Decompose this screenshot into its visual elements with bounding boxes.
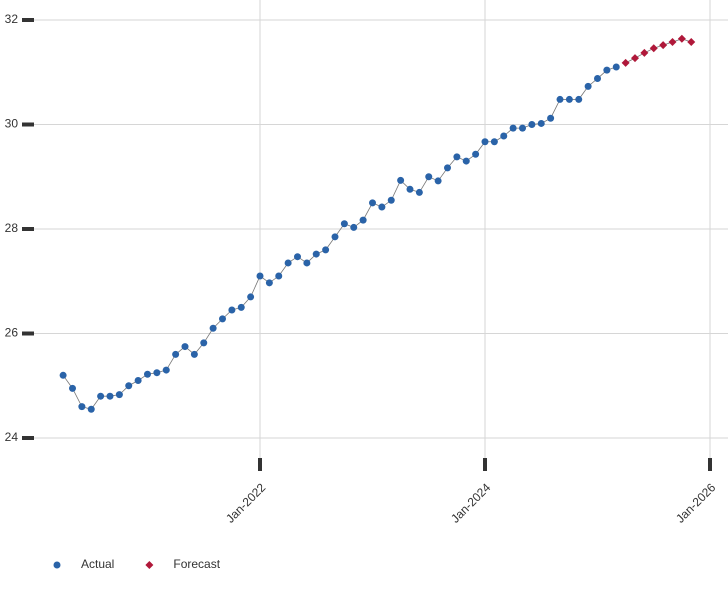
series-line xyxy=(62,66,617,410)
data-point xyxy=(594,75,601,83)
data-point xyxy=(134,377,142,385)
data-point xyxy=(640,48,649,57)
data-point xyxy=(97,392,105,400)
legend-label: Forecast xyxy=(173,557,220,571)
y-tick-label: 28 xyxy=(5,221,19,235)
data-point xyxy=(603,66,611,74)
data-point xyxy=(584,82,592,90)
data-point xyxy=(331,233,339,241)
data-point xyxy=(181,343,189,351)
data-point xyxy=(453,153,461,161)
data-point xyxy=(256,272,264,280)
x-tick-label: Jan-2022 xyxy=(223,480,269,526)
data-point xyxy=(621,58,630,67)
data-point xyxy=(687,37,696,46)
data-point xyxy=(59,371,67,379)
data-point xyxy=(565,95,573,103)
data-point xyxy=(668,37,677,46)
legend-item: Forecast xyxy=(145,557,221,571)
data-point xyxy=(612,63,620,71)
data-point xyxy=(500,132,508,140)
data-point xyxy=(162,366,170,374)
data-point xyxy=(219,315,226,323)
x-tick-label: Jan-2024 xyxy=(448,480,494,526)
data-point xyxy=(69,384,76,392)
data-point xyxy=(509,124,517,132)
data-point xyxy=(340,220,348,228)
data-point xyxy=(369,199,376,207)
data-point xyxy=(359,216,367,224)
data-point xyxy=(415,188,423,196)
data-point xyxy=(649,44,658,53)
data-point xyxy=(78,403,86,411)
y-tick-label: 26 xyxy=(5,326,19,340)
data-point xyxy=(312,250,320,258)
data-point xyxy=(322,246,330,254)
y-tick-label: 30 xyxy=(5,117,19,131)
data-point xyxy=(547,114,555,122)
legend-marker xyxy=(145,561,154,569)
data-point xyxy=(247,293,255,301)
legend-item: Actual xyxy=(53,557,114,571)
data-point xyxy=(115,391,123,399)
data-point xyxy=(528,121,536,128)
data-point xyxy=(153,369,161,377)
data-point xyxy=(490,138,498,146)
data-point xyxy=(406,185,414,193)
data-point xyxy=(275,272,283,280)
data-point xyxy=(378,203,386,211)
data-point xyxy=(144,370,151,378)
data-point xyxy=(190,350,198,358)
data-point xyxy=(575,95,583,103)
data-point xyxy=(472,150,480,158)
data-point xyxy=(200,339,208,347)
legend-marker xyxy=(53,561,61,569)
data-point xyxy=(237,303,245,311)
data-point xyxy=(209,324,217,332)
data-point xyxy=(303,259,311,267)
data-point xyxy=(556,95,564,103)
data-point xyxy=(462,157,470,165)
data-point xyxy=(659,41,668,50)
x-tick-label: Jan-2026 xyxy=(673,480,719,526)
data-point xyxy=(631,54,639,63)
data-point xyxy=(481,138,489,146)
data-point xyxy=(284,259,292,267)
data-point xyxy=(106,392,114,400)
data-point xyxy=(172,350,180,358)
data-point xyxy=(294,253,301,261)
data-point xyxy=(87,405,95,413)
data-point xyxy=(519,124,526,132)
data-point xyxy=(125,382,133,390)
data-point xyxy=(425,173,433,181)
y-tick-label: 24 xyxy=(5,430,19,444)
data-point xyxy=(265,279,273,287)
data-point xyxy=(228,306,236,314)
legend-label: Actual xyxy=(81,557,114,571)
data-point xyxy=(387,196,395,204)
data-point xyxy=(444,164,451,172)
data-point xyxy=(677,34,686,43)
data-point xyxy=(350,223,358,231)
y-tick-label: 32 xyxy=(5,12,19,26)
data-point xyxy=(434,177,442,185)
data-point xyxy=(537,119,545,127)
data-point xyxy=(397,176,405,184)
